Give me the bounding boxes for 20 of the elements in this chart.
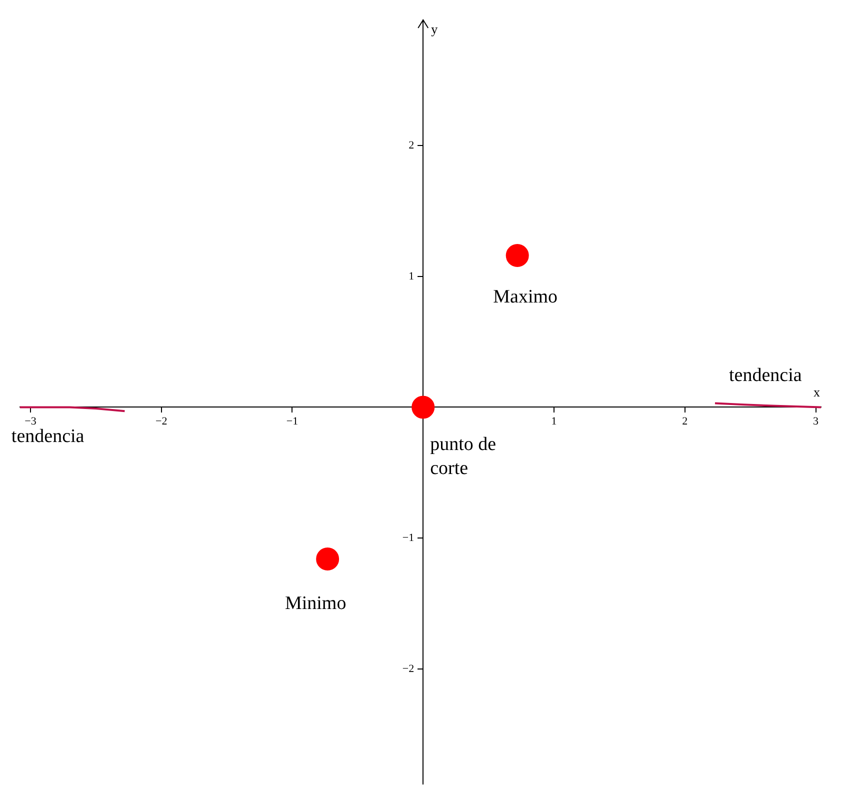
x-tick-label: 1 [551,416,557,428]
annotation: Minimo [284,592,346,614]
y-axis-title: y [431,21,438,36]
x-tick-label: −3 [24,416,37,428]
annotation: Maximo [493,286,558,308]
annotation: tendencia [729,364,802,386]
x-tick-label: −2 [155,416,168,428]
x-tick-label: 2 [682,416,688,428]
y-tick-label: 1 [408,270,414,282]
annotation: punto de corte [430,434,496,480]
y-tick-label: −1 [402,532,414,544]
x-axis-title: x [814,384,820,400]
point [506,244,529,267]
point [316,547,340,570]
x-tick-label: 3 [813,416,820,428]
annotation: tendencia [11,426,85,448]
x-tick-label: −1 [286,416,298,428]
y-tick-label: −2 [402,662,414,675]
y-tick-label: 2 [408,139,414,152]
point [412,396,435,419]
